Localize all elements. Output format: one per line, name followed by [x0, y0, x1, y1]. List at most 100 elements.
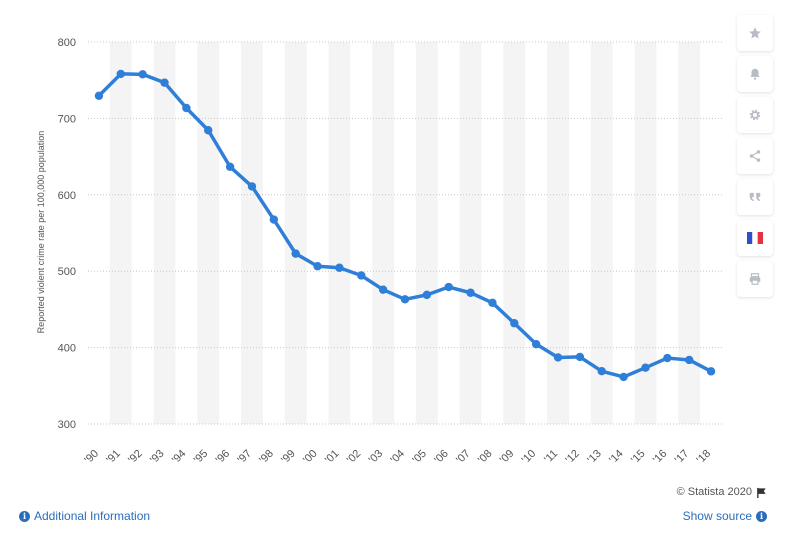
x-tick-label: '03: [367, 448, 386, 467]
data-point[interactable]: [313, 262, 322, 271]
data-point[interactable]: [619, 372, 628, 382]
favorite-button[interactable]: [737, 15, 773, 51]
x-tick-label: '97: [235, 448, 254, 467]
data-point[interactable]: [663, 353, 672, 363]
additional-information-label: Additional Information: [34, 509, 151, 523]
star-icon: [749, 27, 761, 39]
show-source-label: Show source: [682, 509, 752, 523]
category-band: [197, 42, 220, 424]
data-point[interactable]: [597, 367, 606, 376]
x-axis-ticks: '90'91'92'93'94'95'96'97'98'99'00'01'02 '…: [82, 448, 713, 467]
info-icon: i: [19, 510, 30, 522]
x-tick-label: '93: [148, 448, 167, 467]
category-band: [241, 42, 263, 424]
x-tick-label: '05: [410, 448, 429, 467]
x-tick-label: '94: [170, 448, 189, 467]
x-tick-label: '10: [520, 448, 539, 467]
gear-icon: [749, 109, 761, 121]
x-tick-label: '90: [82, 448, 101, 467]
data-point[interactable]: [422, 290, 432, 300]
quote-icon: [749, 192, 761, 202]
data-point[interactable]: [685, 355, 694, 365]
x-tick-label: '02: [345, 448, 364, 467]
data-point[interactable]: [247, 182, 257, 191]
x-tick-label: '12: [563, 448, 582, 467]
data-point[interactable]: [225, 162, 235, 172]
data-point[interactable]: [138, 70, 147, 79]
bell-icon: [750, 68, 760, 80]
flag-icon: [747, 232, 763, 244]
category-band: [503, 42, 526, 424]
data-point[interactable]: [641, 363, 650, 372]
x-tick-label: '09: [498, 448, 517, 467]
category-band: [284, 42, 307, 424]
y-tick-label: 500: [58, 266, 76, 278]
data-point[interactable]: [160, 78, 169, 87]
x-tick-label: '92: [126, 448, 145, 467]
series-line: [97, 72, 713, 379]
y-tick-label: 700: [58, 113, 76, 125]
x-tick-label: '18: [695, 448, 714, 467]
data-point[interactable]: [94, 91, 104, 100]
cite-button[interactable]: [737, 179, 773, 215]
x-tick-label: '11: [542, 448, 560, 466]
language-button[interactable]: [737, 220, 773, 256]
x-tick-label: '07: [454, 448, 473, 467]
category-band: [678, 42, 701, 424]
data-point[interactable]: [116, 69, 125, 79]
data-point[interactable]: [531, 339, 541, 349]
x-tick-label: '99: [279, 448, 298, 467]
category-band: [328, 42, 351, 424]
x-tick-label: '98: [257, 448, 276, 467]
y-tick-label: 600: [58, 190, 76, 202]
data-point[interactable]: [706, 367, 716, 376]
x-tick-label: '15: [629, 448, 648, 467]
y-tick-label: 300: [58, 419, 76, 431]
y-axis-label: Reported violent crime rate per 100,000 …: [36, 131, 46, 334]
data-point[interactable]: [553, 353, 563, 362]
data-point[interactable]: [335, 263, 344, 272]
category-band: [459, 42, 482, 424]
credit-text: © Statista 2020: [676, 486, 752, 498]
x-tick-label: '04: [388, 448, 407, 467]
x-tick-label: '95: [192, 448, 211, 467]
x-tick-label: '13: [585, 448, 604, 467]
x-tick-label: '16: [651, 448, 670, 467]
statista-credit[interactable]: © Statista 2020: [677, 486, 767, 498]
x-tick-label: '91: [104, 448, 123, 467]
info-icon: i: [756, 510, 767, 522]
x-tick-label: '00: [301, 448, 320, 467]
data-point[interactable]: [378, 285, 388, 294]
series-line-path: [97, 72, 713, 379]
data-point[interactable]: [575, 352, 585, 362]
category-band: [372, 42, 395, 424]
share-icon: [749, 150, 761, 162]
print-icon: [749, 273, 761, 285]
additional-information-link[interactable]: i Additional Information: [19, 509, 150, 523]
settings-button[interactable]: [737, 97, 773, 133]
data-point[interactable]: [357, 271, 366, 280]
share-button[interactable]: [737, 138, 773, 174]
notification-button[interactable]: [737, 56, 773, 92]
category-band: [153, 42, 176, 424]
y-axis-ticks: 300 400 500 600 700 800: [58, 37, 76, 431]
print-button[interactable]: [737, 261, 773, 297]
data-point[interactable]: [204, 126, 213, 135]
data-point[interactable]: [291, 249, 300, 258]
data-point[interactable]: [182, 103, 191, 113]
category-band: [415, 42, 438, 424]
category-band: [109, 42, 132, 424]
data-point[interactable]: [444, 282, 453, 292]
data-point[interactable]: [269, 215, 279, 224]
data-point[interactable]: [400, 295, 410, 304]
data-point[interactable]: [510, 319, 519, 328]
data-point[interactable]: [466, 288, 475, 297]
x-tick-label: '17: [673, 448, 692, 467]
category-band: [634, 42, 657, 424]
data-point[interactable]: [488, 298, 497, 308]
x-tick-label: '08: [476, 448, 495, 467]
category-band: [547, 42, 569, 424]
show-source-link[interactable]: Show source i: [683, 509, 767, 523]
